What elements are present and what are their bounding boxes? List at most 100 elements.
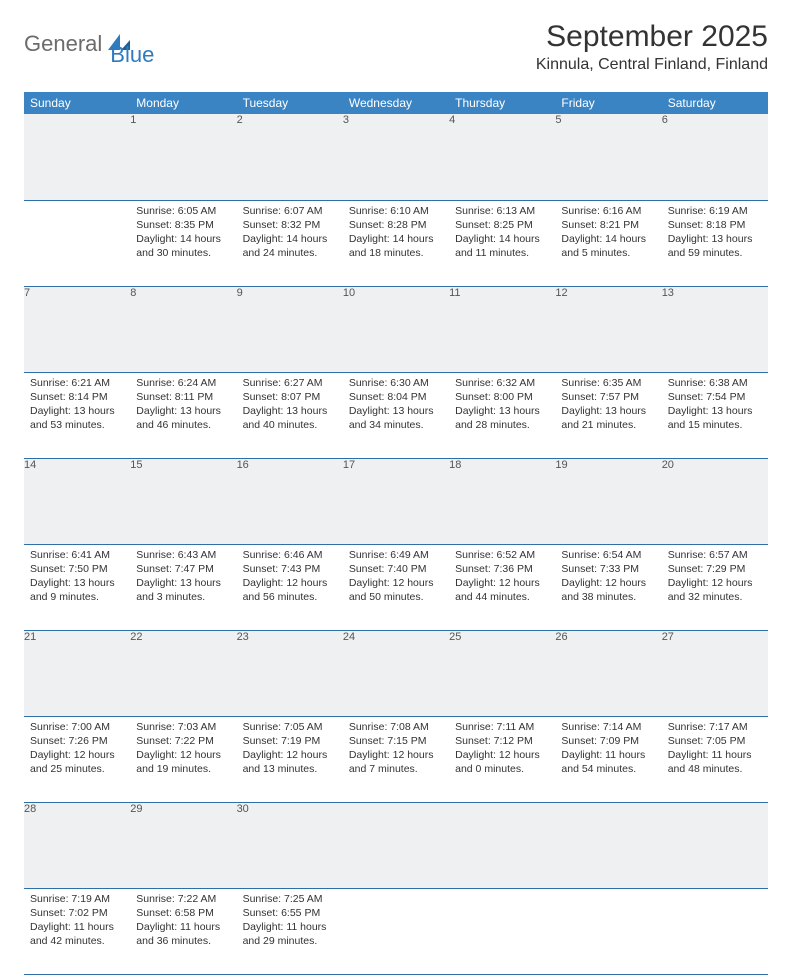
sunset-line: Sunset: 8:35 PM bbox=[136, 218, 230, 232]
sunrise-line: Sunrise: 6:27 AM bbox=[243, 376, 337, 390]
day-number-cell: 26 bbox=[555, 630, 661, 716]
daylight-line: Daylight: 11 hours and 48 minutes. bbox=[668, 748, 762, 776]
day-number-cell: 11 bbox=[449, 286, 555, 372]
sunrise-line: Sunrise: 6:16 AM bbox=[561, 204, 655, 218]
day-cell: Sunrise: 7:11 AMSunset: 7:12 PMDaylight:… bbox=[449, 716, 555, 802]
day-cell: Sunrise: 6:16 AMSunset: 8:21 PMDaylight:… bbox=[555, 200, 661, 286]
sunrise-line: Sunrise: 6:57 AM bbox=[668, 548, 762, 562]
day-number-cell: 4 bbox=[449, 114, 555, 200]
day-cell: Sunrise: 7:08 AMSunset: 7:15 PMDaylight:… bbox=[343, 716, 449, 802]
sunrise-line: Sunrise: 6:32 AM bbox=[455, 376, 549, 390]
day-number-cell: 14 bbox=[24, 458, 130, 544]
day-cell: Sunrise: 6:43 AMSunset: 7:47 PMDaylight:… bbox=[130, 544, 236, 630]
sunrise-line: Sunrise: 6:38 AM bbox=[668, 376, 762, 390]
day-cell: Sunrise: 6:49 AMSunset: 7:40 PMDaylight:… bbox=[343, 544, 449, 630]
day-cell: Sunrise: 6:07 AMSunset: 8:32 PMDaylight:… bbox=[237, 200, 343, 286]
day-cell: Sunrise: 6:19 AMSunset: 8:18 PMDaylight:… bbox=[662, 200, 768, 286]
sunrise-line: Sunrise: 6:35 AM bbox=[561, 376, 655, 390]
daylight-line: Daylight: 13 hours and 40 minutes. bbox=[243, 404, 337, 432]
day-cell: Sunrise: 7:17 AMSunset: 7:05 PMDaylight:… bbox=[662, 716, 768, 802]
weekday-header-row: SundayMondayTuesdayWednesdayThursdayFrid… bbox=[24, 92, 768, 114]
day-number-cell: 22 bbox=[130, 630, 236, 716]
day-number-cell: 20 bbox=[662, 458, 768, 544]
day-cell: Sunrise: 6:10 AMSunset: 8:28 PMDaylight:… bbox=[343, 200, 449, 286]
sunset-line: Sunset: 8:04 PM bbox=[349, 390, 443, 404]
sunrise-line: Sunrise: 6:24 AM bbox=[136, 376, 230, 390]
weekday-header: Saturday bbox=[662, 92, 768, 114]
week-row: Sunrise: 7:19 AMSunset: 7:02 PM Daylight:… bbox=[24, 888, 768, 974]
day-number-row: 21222324252627 bbox=[24, 630, 768, 716]
daylight-line: Daylight: 14 hours and 18 minutes. bbox=[349, 232, 443, 260]
day-number-cell: 1 bbox=[130, 114, 236, 200]
sunrise-line: Sunrise: 7:08 AM bbox=[349, 720, 443, 734]
daylight-line: Daylight: 14 hours and 30 minutes. bbox=[136, 232, 230, 260]
sunset-line: Sunset: 6:58 PM bbox=[136, 906, 230, 920]
daylight-line: Daylight: 13 hours and 46 minutes. bbox=[136, 404, 230, 432]
daylight-line: Daylight: 12 hours and 38 minutes. bbox=[561, 576, 655, 604]
day-cell-body: Sunrise: 6:19 AMSunset: 8:18 PMDaylight:… bbox=[662, 201, 768, 265]
day-number-cell: 15 bbox=[130, 458, 236, 544]
sunrise-line: Sunrise: 6:43 AM bbox=[136, 548, 230, 562]
sunset-line: Sunset: 7:33 PM bbox=[561, 562, 655, 576]
day-cell: Sunrise: 7:22 AMSunset: 6:58 PMDaylight:… bbox=[130, 888, 236, 974]
sunrise-line: Sunrise: 6:21 AM bbox=[30, 376, 124, 390]
sunrise-line: Sunrise: 7:19 AM bbox=[30, 892, 124, 906]
daylight-line: Daylight: 12 hours and 32 minutes. bbox=[668, 576, 762, 604]
day-number-cell: 19 bbox=[555, 458, 661, 544]
daylight-line: Daylight: 13 hours and 59 minutes. bbox=[668, 232, 762, 260]
day-cell: Sunrise: 7:03 AMSunset: 7:22 PMDaylight:… bbox=[130, 716, 236, 802]
day-number-cell: 21 bbox=[24, 630, 130, 716]
day-number-cell: 30 bbox=[237, 802, 343, 888]
sunset-line: Sunset: 7:36 PM bbox=[455, 562, 549, 576]
sunset-line: Sunset: 7:40 PM bbox=[349, 562, 443, 576]
day-cell-body: Sunrise: 6:10 AMSunset: 8:28 PMDaylight:… bbox=[343, 201, 449, 265]
day-number-cell: 12 bbox=[555, 286, 661, 372]
day-number-cell: 5 bbox=[555, 114, 661, 200]
sunset-line: Sunset: 8:28 PM bbox=[349, 218, 443, 232]
day-number-cell bbox=[343, 802, 449, 888]
daylight-line: Daylight: 12 hours and 7 minutes. bbox=[349, 748, 443, 776]
day-cell-body: Sunrise: 6:43 AMSunset: 7:47 PMDaylight:… bbox=[130, 545, 236, 609]
daylight-line: Daylight: 13 hours and 3 minutes. bbox=[136, 576, 230, 604]
sunset-line: Sunset: 7:02 PM bbox=[30, 906, 124, 920]
location-text: Kinnula, Central Finland, Finland bbox=[536, 56, 768, 74]
day-number-row: 14151617181920 bbox=[24, 458, 768, 544]
weekday-header: Sunday bbox=[24, 92, 130, 114]
weekday-header: Monday bbox=[130, 92, 236, 114]
sunset-line: Sunset: 7:15 PM bbox=[349, 734, 443, 748]
day-cell-body: Sunrise: 6:38 AMSunset: 7:54 PMDaylight:… bbox=[662, 373, 768, 437]
sunrise-line: Sunrise: 7:00 AM bbox=[30, 720, 124, 734]
day-cell: Sunrise: 6:57 AMSunset: 7:29 PMDaylight:… bbox=[662, 544, 768, 630]
day-cell: Sunrise: 6:30 AMSunset: 8:04 PMDaylight:… bbox=[343, 372, 449, 458]
day-cell-body: Sunrise: 6:13 AMSunset: 8:25 PMDaylight:… bbox=[449, 201, 555, 265]
daylight-line: Daylight: 13 hours and 21 minutes. bbox=[561, 404, 655, 432]
daylight-line: Daylight: 12 hours and 19 minutes. bbox=[136, 748, 230, 776]
day-cell-body: Sunrise: 6:32 AMSunset: 8:00 PMDaylight:… bbox=[449, 373, 555, 437]
day-number-cell: 7 bbox=[24, 286, 130, 372]
day-cell-body: Sunrise: 6:41 AMSunset: 7:50 PMDaylight:… bbox=[24, 545, 130, 609]
sunrise-line: Sunrise: 6:07 AM bbox=[243, 204, 337, 218]
title-block: September 2025 Kinnula, Central Finland,… bbox=[536, 20, 768, 74]
sunrise-line: Sunrise: 7:05 AM bbox=[243, 720, 337, 734]
sunrise-line: Sunrise: 7:22 AM bbox=[136, 892, 230, 906]
sunset-line: Sunset: 7:54 PM bbox=[668, 390, 762, 404]
daylight-line: Daylight: 13 hours and 53 minutes. bbox=[30, 404, 124, 432]
daylight-line: Daylight: 14 hours and 11 minutes. bbox=[455, 232, 549, 260]
day-number-cell: 23 bbox=[237, 630, 343, 716]
daylight-line: Daylight: 11 hours and 36 minutes. bbox=[136, 920, 230, 948]
day-number-cell: 25 bbox=[449, 630, 555, 716]
day-cell: Sunrise: 6:32 AMSunset: 8:00 PMDaylight:… bbox=[449, 372, 555, 458]
day-cell bbox=[662, 888, 768, 974]
day-cell-body: Sunrise: 7:19 AMSunset: 7:02 PMDaylight:… bbox=[24, 889, 130, 953]
header: General Blue September 2025 Kinnula, Cen… bbox=[24, 20, 768, 74]
sunrise-line: Sunrise: 6:13 AM bbox=[455, 204, 549, 218]
day-cell-body: Sunrise: 6:30 AMSunset: 8:04 PMDaylight:… bbox=[343, 373, 449, 437]
day-number-row: 78910111213 bbox=[24, 286, 768, 372]
sunset-line: Sunset: 7:29 PM bbox=[668, 562, 762, 576]
day-number-row: 282930 bbox=[24, 802, 768, 888]
daylight-line: Daylight: 13 hours and 34 minutes. bbox=[349, 404, 443, 432]
sunset-line: Sunset: 7:12 PM bbox=[455, 734, 549, 748]
calendar-table: SundayMondayTuesdayWednesdayThursdayFrid… bbox=[24, 92, 768, 975]
day-number-cell bbox=[449, 802, 555, 888]
day-number-cell: 28 bbox=[24, 802, 130, 888]
